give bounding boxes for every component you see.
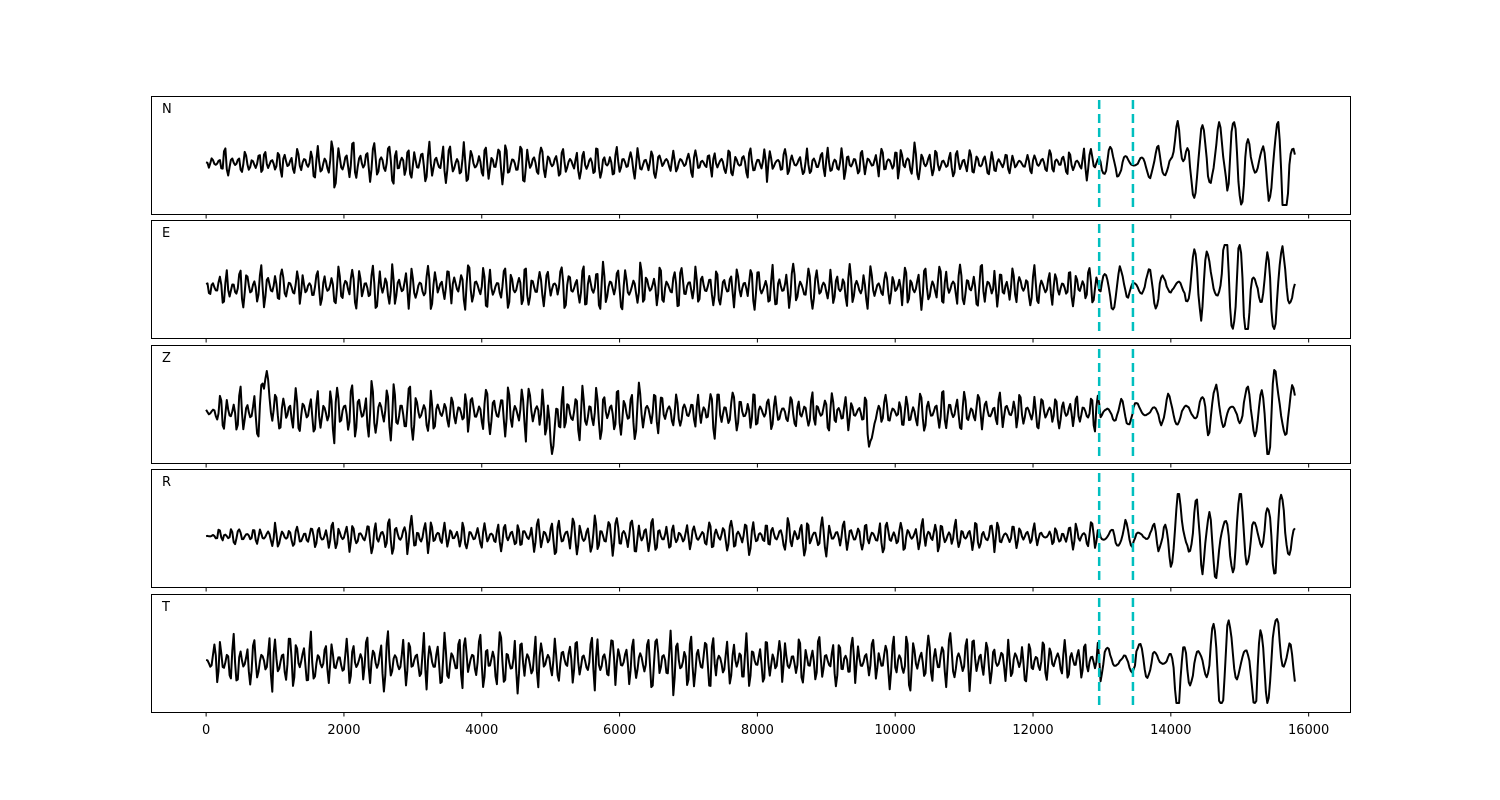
- panel-label: T: [161, 600, 170, 615]
- x-axis: 0 2000 4000 6000 8000 10000 12000 14000 16000: [202, 723, 1329, 738]
- waveform-z: [205, 369, 1296, 455]
- waveform-t: [205, 618, 1296, 704]
- panel-label: Z: [162, 351, 171, 366]
- panel-n: N: [151, 96, 1351, 219]
- waveform-r: [205, 493, 1296, 579]
- panel-frame: [151, 469, 1351, 588]
- panel-z: Z: [151, 345, 1351, 468]
- x-tick-label: 16000: [1288, 723, 1329, 738]
- panel-label: R: [162, 475, 171, 490]
- x-tick-label: 0: [202, 723, 210, 738]
- x-tick-label: 6000: [603, 723, 636, 738]
- waveform-e: [205, 244, 1296, 330]
- panel-label: N: [162, 102, 172, 117]
- panel-frame: [151, 96, 1351, 215]
- x-tick-label: 12000: [1012, 723, 1053, 738]
- panel-e: E: [151, 220, 1351, 343]
- x-tick-label: 4000: [465, 723, 498, 738]
- panel-label: E: [162, 226, 170, 241]
- panel-r: R: [151, 469, 1351, 592]
- panel-frame: [151, 594, 1351, 713]
- panel-frame: [151, 345, 1351, 464]
- x-tick-label: 8000: [741, 723, 774, 738]
- x-tick-label: 2000: [327, 723, 360, 738]
- waveform-n: [205, 120, 1296, 206]
- panel-frame: [151, 220, 1351, 339]
- x-tick-label: 10000: [875, 723, 916, 738]
- x-tick-label: 14000: [1150, 723, 1191, 738]
- panel-t: T: [151, 594, 1351, 717]
